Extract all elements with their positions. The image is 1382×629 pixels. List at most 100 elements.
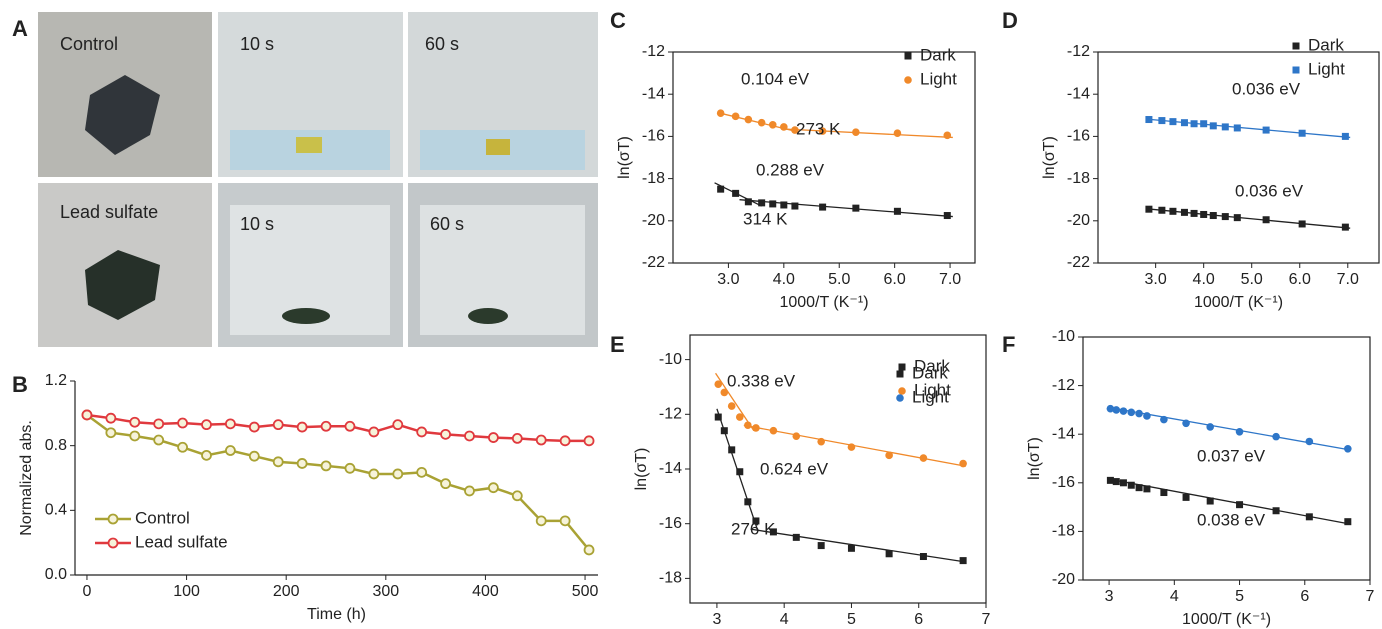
data-point [559,515,571,527]
legend-marker [107,513,119,525]
data-point [757,118,766,127]
y-axis-label: Normalized abs. [18,420,35,536]
data-point [1160,489,1168,497]
data-point [464,485,475,497]
legend-label: Dark [914,356,950,375]
data-point [1127,408,1136,417]
data-point [1180,119,1188,127]
fit-line [750,528,966,563]
plot-frame [1097,51,1380,264]
data-point [81,409,93,421]
data-point [1209,122,1217,130]
data-point [487,482,499,494]
legend-label: Dark [920,45,956,64]
data-point [129,416,141,428]
y-tick-label: 1.2 [45,372,67,389]
y-tick-label: 0.0 [45,566,67,583]
y-axis-label: ln(σT) [1041,136,1058,179]
data-point [559,435,571,447]
data-point [344,462,356,474]
data-point [727,402,736,410]
data-point [1169,118,1177,126]
data-point [1145,205,1153,213]
legend-marker [898,387,906,395]
data-point [1344,518,1352,526]
x-axis-label: 1000/T (K⁻¹) [1182,611,1271,628]
data-point [1236,501,1244,509]
data-point [1182,419,1190,428]
data-point [1206,423,1214,431]
data-point [847,544,855,552]
panel-label: E [610,332,625,357]
data-point [1143,412,1151,420]
legend-label: Light [1308,59,1345,78]
data-point [943,131,952,140]
data-point [320,420,332,432]
y-axis-label: ln(σT) [616,136,633,179]
photo-label: Lead sulfate [60,202,158,222]
data-point [792,432,801,440]
crystal [296,137,322,153]
y-tick-label: -14 [1067,85,1090,102]
data-point [296,458,308,469]
data-point [817,542,825,550]
data-point [744,198,752,206]
data-point [959,557,967,565]
data-point [1235,427,1244,436]
x-tick-label: 3 [1105,588,1114,605]
fit-line [783,128,953,139]
y-tick-label: -18 [1052,523,1075,540]
data-point [752,424,760,432]
data-point [1106,476,1114,484]
data-point [296,421,308,433]
x-tick-label: 6.0 [1289,271,1311,288]
data-point [1221,123,1229,131]
data-point [780,123,788,131]
y-tick-label: -18 [642,170,665,187]
data-point [1298,220,1306,228]
panel-label: D [1002,8,1018,33]
data-point [344,420,356,432]
data-point [368,426,380,438]
data-point [792,533,800,541]
fit-line [1150,208,1351,229]
data-point [1200,210,1208,218]
legend-label: Light [920,69,957,88]
data-point [791,202,799,210]
x-tick-label: 7.0 [939,271,961,288]
data-point [535,515,547,527]
x-axis-label: Time (h) [307,606,366,623]
plot-frame [672,51,976,264]
data-point [959,459,967,468]
legend-marker [904,76,912,84]
legend-label: Lead sulfate [135,532,228,551]
y-tick-label: -12 [1067,43,1090,60]
annotation: 0.288 eV [756,160,825,179]
data-point [1119,479,1127,487]
data-point [735,413,744,421]
data-point [1112,478,1120,486]
x-tick-label: 4.0 [773,271,795,288]
data-point [1272,432,1280,441]
data-point [720,427,728,435]
data-point [368,468,380,480]
y-tick-label: -14 [659,460,682,477]
y-tick-label: -20 [1067,212,1090,229]
data-point [440,428,451,440]
data-point [885,451,893,460]
y-tick-label: -12 [642,43,665,60]
data-point [714,413,722,421]
legend-marker [898,363,906,371]
data-point [1135,484,1143,492]
y-tick-label: -16 [1052,474,1075,491]
data-point [1143,485,1151,493]
data-point [1112,406,1121,414]
data-point [943,212,951,220]
data-point [717,185,725,193]
data-point [819,203,827,211]
data-point [392,468,404,480]
series-line [86,413,590,443]
data-point [1169,207,1177,215]
x-tick-label: 3 [712,611,721,628]
legend-marker [904,52,912,60]
